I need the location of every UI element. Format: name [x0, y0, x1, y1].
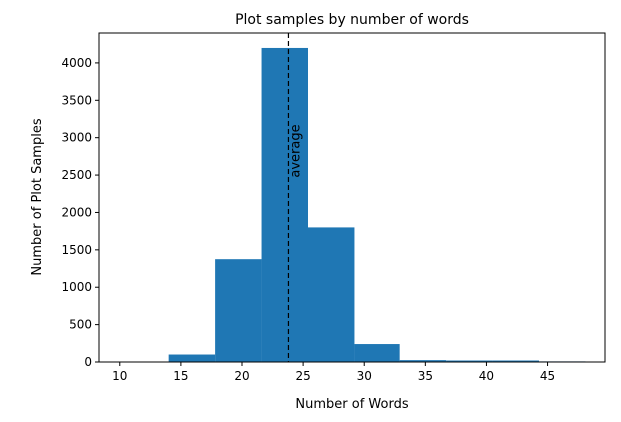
x-tick-label: 10 [112, 369, 127, 383]
histogram-bar-1 [215, 259, 262, 362]
x-tick-label: 20 [234, 369, 249, 383]
histogram-bar-4 [354, 344, 400, 362]
chart-title: Plot samples by number of words [235, 12, 469, 28]
y-tick-label: 4000 [61, 56, 92, 70]
histogram-bar-3 [308, 227, 355, 362]
average-marker-group: average [287, 33, 303, 362]
histogram-bar-7 [492, 360, 539, 362]
histogram-bar-2 [261, 47, 308, 363]
x-axis-ticks: 10 15 20 25 30 35 40 45 [112, 362, 555, 383]
y-tick-label: 2500 [61, 168, 92, 182]
y-tick-label: 0 [84, 355, 92, 369]
x-tick-label: 25 [295, 369, 310, 383]
y-tick-label: 1500 [61, 243, 92, 257]
y-tick-label: 3500 [61, 93, 92, 107]
histogram-bar-6 [446, 360, 493, 362]
bars-group [168, 47, 586, 363]
average-label: average [288, 124, 303, 177]
y-axis-label: Number of Plot Samples [30, 118, 45, 275]
y-tick-label: 500 [69, 318, 92, 332]
y-tick-label: 3000 [61, 131, 92, 145]
x-axis-label: Number of Words [295, 397, 408, 412]
y-tick-label: 2000 [61, 205, 92, 219]
x-tick-label: 35 [418, 369, 433, 383]
x-tick-label: 15 [173, 369, 188, 383]
x-tick-label: 45 [540, 369, 555, 383]
y-tick-label: 1000 [61, 280, 92, 294]
x-tick-label: 30 [357, 369, 372, 383]
histogram-bar-0 [168, 354, 216, 362]
histogram-bar-5 [399, 360, 447, 362]
x-tick-label: 40 [479, 369, 494, 383]
plot-frame [98, 32, 606, 363]
y-axis-ticks: 0 500 1000 1500 2000 2500 3000 3500 4000 [61, 56, 99, 369]
